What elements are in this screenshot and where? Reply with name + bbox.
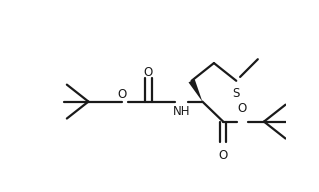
Text: NH: NH [173,105,190,118]
Polygon shape [189,79,202,102]
Text: O: O [144,66,153,79]
Text: S: S [233,87,240,100]
Text: O: O [219,149,228,162]
Text: O: O [117,88,126,101]
Text: O: O [238,102,247,115]
